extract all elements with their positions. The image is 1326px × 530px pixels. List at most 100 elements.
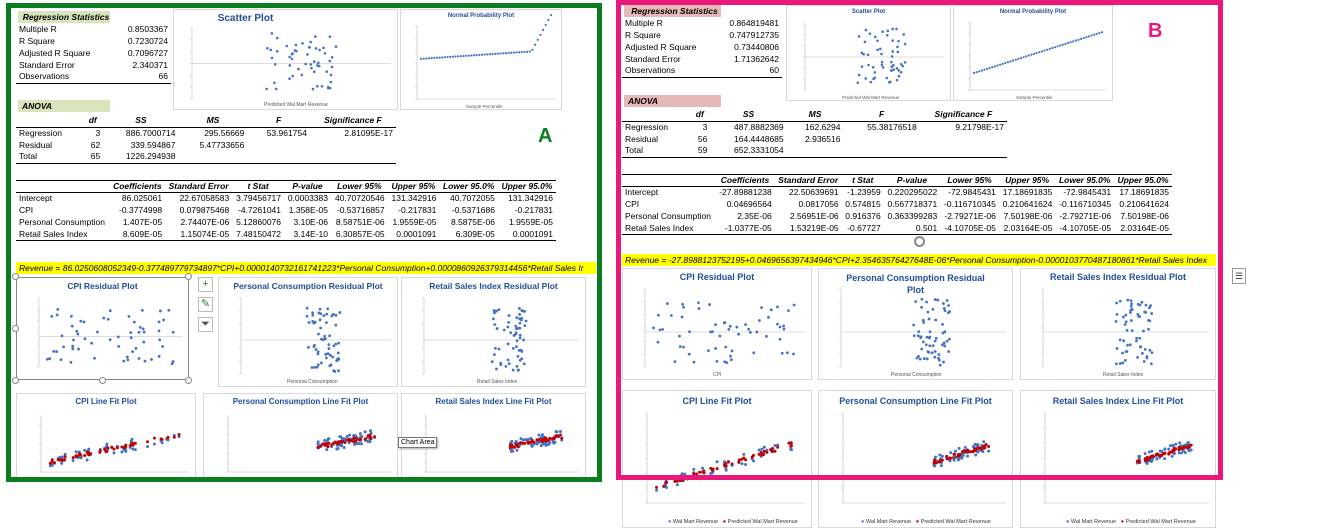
cell-resize-marker[interactable] xyxy=(914,236,925,247)
coef-cell[interactable]: 7.48150472 xyxy=(236,228,282,239)
coef-col-header[interactable]: t Stat xyxy=(247,181,269,191)
coef-col-header[interactable]: P-value xyxy=(896,175,928,185)
normal-probability-plot-chart[interactable]: Normal Probability Plot Sample Percentil… xyxy=(400,9,562,110)
anova-row-label[interactable]: Regression xyxy=(19,127,62,138)
anova-cell[interactable] xyxy=(843,145,919,157)
anova-row-label[interactable]: Residual xyxy=(625,133,659,144)
chart-filters-button[interactable]: ⏷ xyxy=(198,317,213,332)
coef-cell[interactable]: 0.079875468 xyxy=(179,205,230,215)
layout-options-icon[interactable]: ☰ xyxy=(1232,268,1246,284)
reg-stat-value[interactable]: 0.7096727 xyxy=(127,47,168,58)
chart-resize-handle-tl[interactable] xyxy=(12,273,19,280)
coef-cell[interactable]: -0.3774998 xyxy=(119,205,163,215)
coef-cell[interactable]: -0.116710345 xyxy=(944,199,996,209)
coef-cell[interactable]: 17.18691835 xyxy=(1119,187,1169,198)
normal-probability-plot-chart[interactable]: Normal Probability Plot Sample Percentil… xyxy=(953,5,1113,101)
coef-cell[interactable]: 3.14E-10 xyxy=(293,228,329,239)
coef-cell[interactable]: 1.407E-05 xyxy=(122,217,163,227)
coef-cell[interactable]: 22.67058583 xyxy=(179,193,230,204)
anova-cell[interactable] xyxy=(179,151,248,163)
reg-stat-label[interactable]: Standard Error xyxy=(19,59,75,70)
anova-cell[interactable]: 1226.294938 xyxy=(125,151,176,162)
coef-cell[interactable]: 0.04696564 xyxy=(726,199,772,209)
anova-col-header[interactable]: Significance F xyxy=(934,109,993,120)
coef-cell[interactable]: -0.67727 xyxy=(847,222,881,233)
coef-cell[interactable]: -27.89881238 xyxy=(719,187,772,198)
coef-col-header[interactable]: Upper 95.0% xyxy=(1117,175,1169,185)
coef-cell[interactable]: -0.217831 xyxy=(514,205,553,215)
anova-col-header[interactable]: F xyxy=(276,115,282,126)
coef-row-label[interactable]: Personal Consumption xyxy=(19,217,105,227)
anova-cell[interactable]: 886.7000714 xyxy=(125,127,176,138)
reg-stat-value[interactable]: 60 xyxy=(769,65,779,76)
coef-cell[interactable]: 2.35E-06 xyxy=(737,211,772,221)
anova-cell[interactable] xyxy=(310,139,396,151)
coef-col-header[interactable]: Coefficients xyxy=(720,175,770,185)
scatter-plot-chart[interactable]: Scatter Plot Predicted Wal Mart Revenue xyxy=(786,5,951,101)
coef-cell[interactable]: 0.0817056 xyxy=(798,199,839,209)
coef-cell[interactable]: 17.18691835 xyxy=(1002,187,1053,198)
anova-col-header[interactable]: F xyxy=(879,109,885,120)
coef-row-label[interactable]: Intercept xyxy=(625,187,659,198)
coef-row-label[interactable]: CPI xyxy=(625,199,640,209)
coef-cell[interactable]: -1.23959 xyxy=(847,187,881,198)
scatter-plot-chart[interactable]: Scatter Plot Predicted Wal Mart Revenue xyxy=(173,9,398,110)
reg-stat-label[interactable]: Multiple R xyxy=(19,23,57,34)
coef-cell[interactable]: 6.309E-05 xyxy=(455,228,495,239)
anova-cell[interactable] xyxy=(920,133,1007,145)
anova-cell[interactable]: 5.47733656 xyxy=(199,139,245,150)
anova-cell[interactable]: 162.6294 xyxy=(805,121,841,132)
retail-sales-residual-plot-chart[interactable]: Retail Sales Index Residual Plot Retail … xyxy=(1020,268,1216,380)
coef-cell[interactable]: 0.0001091 xyxy=(512,228,553,239)
coef-cell[interactable]: 0.916376 xyxy=(845,211,881,221)
chart-resize-handle-b[interactable] xyxy=(99,377,106,384)
pc-line-fit-plot-chart[interactable]: Personal Consumption Line Fit Plot ● Wal… xyxy=(818,390,1013,528)
coef-cell[interactable]: 0.220295022 xyxy=(887,187,938,198)
pc-line-fit-plot-chart[interactable]: Personal Consumption Line Fit Plot xyxy=(203,393,398,482)
chart-styles-button[interactable]: ✎ xyxy=(198,297,213,312)
anova-col-header[interactable]: SS xyxy=(135,115,147,126)
anova-cell[interactable] xyxy=(247,151,309,163)
coef-cell[interactable]: 40.7072055 xyxy=(450,193,495,204)
coef-col-header[interactable]: Lower 95% xyxy=(337,181,382,191)
coef-col-header[interactable]: Standard Error xyxy=(778,175,839,185)
coef-row-label[interactable]: Retail Sales Index xyxy=(625,222,694,233)
reg-stat-value[interactable]: 0.73440806 xyxy=(734,41,779,52)
cpi-residual-plot-chart[interactable]: CPI Residual Plot CPI xyxy=(622,268,812,380)
coef-cell[interactable]: 22.50639691 xyxy=(789,187,839,198)
anova-cell[interactable] xyxy=(247,139,309,151)
coef-cell[interactable]: 0.574815 xyxy=(845,199,881,209)
coef-cell[interactable]: 8.5875E-06 xyxy=(450,217,495,227)
coef-col-header[interactable]: Lower 95.0% xyxy=(442,181,495,191)
coef-row-label[interactable]: Intercept xyxy=(19,193,53,204)
coef-cell[interactable]: -1.0377E-05 xyxy=(724,222,772,233)
anova-cell[interactable]: 9.21798E-17 xyxy=(955,121,1004,132)
anova-cell[interactable]: 3 xyxy=(95,127,101,138)
coef-cell[interactable]: 0.363399283 xyxy=(887,211,938,221)
coef-cell[interactable]: 0.501 xyxy=(915,222,938,233)
coef-cell[interactable]: -4.10705E-05 xyxy=(944,222,996,233)
coef-cell[interactable]: 0.0001091 xyxy=(396,228,437,239)
anova-cell[interactable]: 164.4448685 xyxy=(734,133,784,144)
anova-cell[interactable] xyxy=(787,145,844,157)
rs-line-fit-plot-chart[interactable]: Retail Sales Index Line Fit Plot ● Wal M… xyxy=(1020,390,1216,528)
coef-col-header[interactable]: Upper 95% xyxy=(1005,175,1050,185)
reg-stat-label[interactable]: R Square xyxy=(19,35,55,46)
anova-cell[interactable]: 2.936516 xyxy=(805,133,841,144)
coef-cell[interactable]: -72.9845431 xyxy=(1063,187,1112,198)
coef-cell[interactable]: -0.53716857 xyxy=(336,205,385,215)
coef-cell[interactable]: 86.025061 xyxy=(121,193,163,204)
coef-cell[interactable]: 2.03164E-05 xyxy=(1003,222,1053,233)
coef-col-header[interactable]: P-value xyxy=(292,181,323,191)
anova-cell[interactable]: 53.961754 xyxy=(266,127,307,138)
coef-col-header[interactable]: Coefficients xyxy=(113,181,162,191)
coef-cell[interactable]: -2.79271E-06 xyxy=(944,211,996,221)
chart-elements-button[interactable]: + xyxy=(198,277,213,292)
coef-cell[interactable]: 3.79456717 xyxy=(236,193,282,204)
anova-col-header[interactable]: Significance F xyxy=(324,115,382,126)
coef-col-header[interactable]: Upper 95.0% xyxy=(501,181,553,191)
personal-consumption-residual-plot-chart[interactable]: Personal Consumption Residual Plot Perso… xyxy=(218,277,398,387)
coef-cell[interactable]: 2.03164E-05 xyxy=(1120,222,1169,233)
coef-cell[interactable]: 1.9559E-05 xyxy=(509,217,553,227)
anova-col-header[interactable]: MS xyxy=(808,109,822,120)
